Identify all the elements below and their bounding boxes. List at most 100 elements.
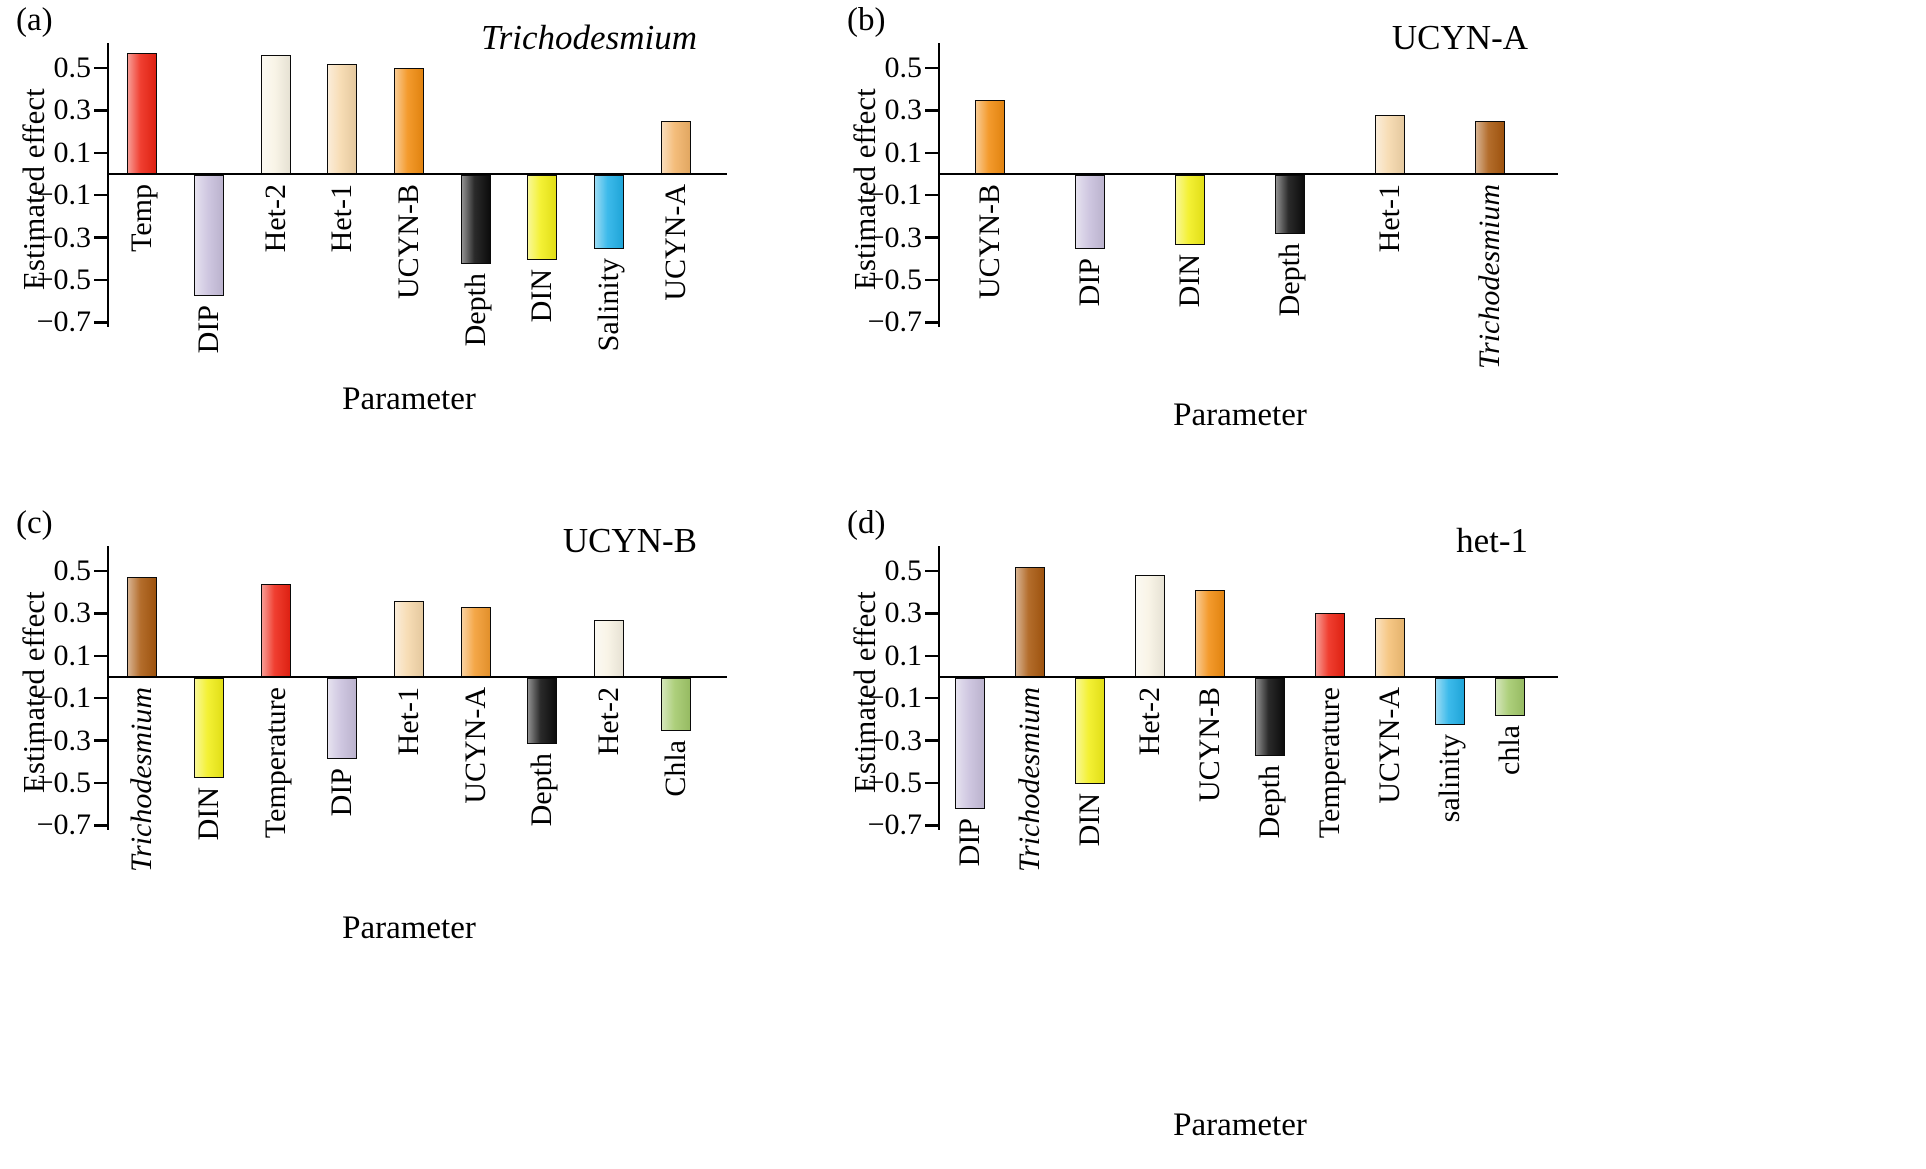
y-tick-label: −0.5 — [867, 766, 922, 799]
bar-label-trichodesmium: Trichodesmium — [125, 687, 159, 873]
y-axis-line — [938, 42, 941, 327]
y-tick-label: 0.5 — [53, 554, 92, 587]
bar-label-het-1: Het-1 — [1373, 184, 1406, 253]
zero-baseline — [109, 172, 727, 176]
bar-label-din: DIN — [192, 786, 225, 840]
y-tick-label: −0.3 — [36, 723, 91, 757]
bar-label-dip: DIP — [325, 767, 359, 816]
bar-label-dip: DIP — [192, 304, 225, 354]
panel-d-title: het-1 — [1456, 521, 1528, 560]
panel-a-x-axis-title: Parameter — [342, 381, 476, 417]
y-tick-mark — [94, 236, 107, 239]
y-tick-mark — [925, 278, 938, 282]
panel-c-title: UCYN-B — [562, 521, 697, 560]
bar-het-1 — [394, 600, 424, 677]
y-tick-label: 0.3 — [884, 93, 923, 127]
y-tick-label: 0.1 — [884, 135, 923, 169]
bar-label-depth: Depth — [458, 273, 492, 347]
bar-din — [527, 175, 558, 260]
y-tick-mark — [94, 824, 107, 827]
bar-din — [1175, 175, 1205, 245]
bar-salinity — [1435, 678, 1465, 725]
y-tick-mark — [94, 612, 107, 615]
zero-baseline — [940, 172, 1558, 176]
y-tick-mark — [925, 236, 938, 239]
y-tick-mark — [94, 697, 107, 700]
bar-label-salinity: salinity — [1433, 733, 1466, 822]
y-tick-label: −0.7 — [867, 808, 922, 842]
y-tick-label: −0.5 — [36, 263, 91, 296]
bar-het-1 — [1375, 114, 1405, 174]
bar-label-ucyn-b: UCYN-B — [392, 184, 425, 300]
bar-trichodesmium — [1475, 121, 1505, 174]
y-tick-mark — [94, 278, 107, 282]
y-tick-label: −0.7 — [36, 305, 91, 339]
y-tick-mark — [925, 612, 938, 615]
panel-c-plot-area: 0.5 0.3 0.1 −0.1 −0.3 −0.5 −0.7 Trichodesmium DI… — [14, 505, 924, 1169]
y-tick-mark — [925, 194, 938, 197]
y-tick-label: −0.5 — [36, 766, 91, 799]
bar-dip — [955, 678, 985, 810]
bar-label-dip: DIP — [953, 818, 986, 867]
y-tick-label: 0.3 — [53, 93, 92, 127]
y-tick-label: 0.1 — [53, 638, 92, 672]
bar-label-het-2: Het-2 — [258, 184, 292, 253]
bar-ucyn-b — [1195, 590, 1225, 677]
y-tick-mark — [925, 151, 938, 154]
bar-dip — [1075, 175, 1105, 250]
bar-chla — [1495, 678, 1525, 717]
bar-ucyn-b — [975, 99, 1005, 174]
bar-label-trichodesmium: Trichodesmium — [1473, 184, 1506, 370]
bar-ucyn-a — [460, 607, 491, 677]
bar-het-2 — [260, 55, 291, 174]
y-tick-label: −0.7 — [867, 305, 922, 339]
y-tick-label: −0.1 — [867, 178, 922, 212]
bar-temp — [127, 53, 158, 174]
bar-label-din: DIN — [1073, 793, 1106, 847]
panel-b-label: (b) — [847, 2, 886, 38]
y-tick-mark — [94, 151, 107, 154]
bar-label-depth: Depth — [1273, 243, 1306, 317]
y-tick-mark — [94, 781, 107, 785]
y-tick-label: −0.3 — [867, 220, 922, 254]
bar-temperature — [260, 583, 291, 677]
y-tick-mark — [94, 739, 107, 742]
zero-baseline — [109, 675, 727, 679]
bar-label-ucyn-a: UCYN-A — [1373, 687, 1406, 804]
bar-dip — [194, 175, 224, 296]
bar-label-salinity: Salinity — [592, 258, 625, 352]
bar-label-ucyn-b: UCYN-B — [1193, 687, 1226, 803]
bar-chla — [660, 678, 691, 731]
y-tick-label: −0.1 — [36, 681, 91, 715]
panel-a-label: (a) — [16, 2, 53, 38]
panel-d: (d) Estimated effect het-1 0.5 0.3 0.1 −0.1… — [845, 505, 1923, 1169]
y-tick-mark — [94, 321, 107, 324]
y-tick-mark — [925, 66, 938, 70]
bar-depth — [527, 678, 558, 744]
y-tick-label: −0.1 — [36, 178, 91, 212]
y-tick-mark — [94, 66, 107, 70]
panel-c-x-axis-title: Parameter — [342, 910, 476, 946]
bar-label-het-2: Het-2 — [1133, 687, 1166, 756]
panel-a: (a) Estimated effect Trichodesmium 0.5 0.… — [14, 2, 924, 482]
bar-label-het-1: Het-1 — [325, 184, 359, 253]
y-tick-mark — [925, 321, 938, 324]
y-tick-label: 0.5 — [884, 554, 923, 587]
bar-het-2 — [594, 619, 624, 677]
bar-label-trichodesmium: Trichodesmium — [1013, 687, 1046, 873]
y-tick-label: −0.1 — [867, 681, 922, 715]
bar-trichodesmium — [127, 577, 158, 677]
y-tick-label: 0.5 — [53, 51, 92, 84]
bar-din — [1075, 678, 1105, 784]
bar-het-2 — [1135, 575, 1165, 677]
panel-c-label: (c) — [16, 505, 53, 541]
panel-d-plot-area: 0.5 0.3 0.1 −0.1 −0.3 −0.5 −0.7 DIP Trichodesmiu… — [845, 505, 1923, 1169]
y-tick-mark — [925, 824, 938, 827]
bar-label-temperature: Temperature — [1313, 687, 1346, 839]
panel-b: (b) Estimated effect UCYN-A 0.5 0.3 0.1 −0.… — [845, 2, 1923, 482]
bar-label-din: DIN — [525, 268, 559, 323]
bar-trichodesmium — [1015, 566, 1045, 677]
bar-ucyn-a — [1375, 617, 1405, 677]
zero-baseline — [940, 675, 1558, 679]
